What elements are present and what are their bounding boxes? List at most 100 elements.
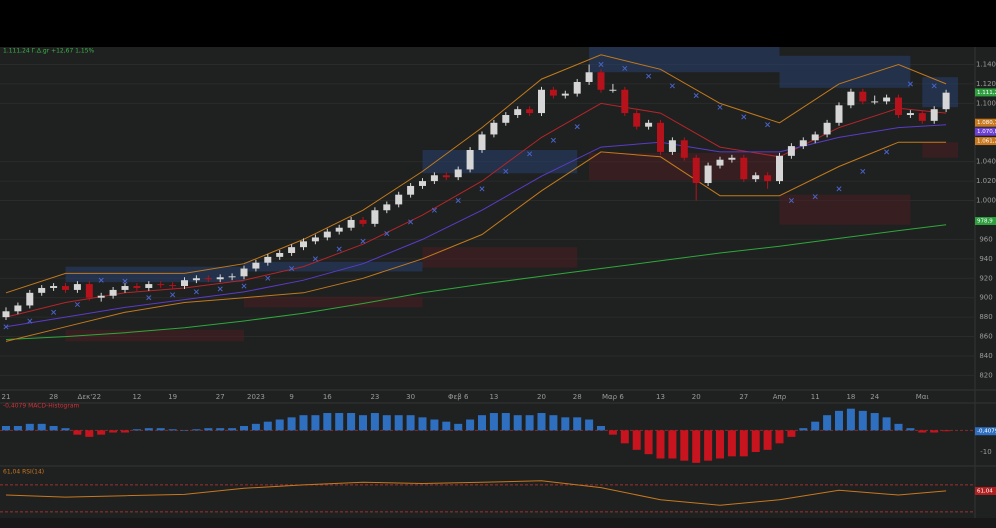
macd-bar: [930, 430, 939, 433]
macd-bar: [311, 415, 320, 431]
candle-body: [645, 122, 653, 127]
rsi-tag-label: 61,04: [977, 488, 993, 494]
macd-bar: [692, 430, 701, 463]
sar-point: [907, 81, 913, 87]
candle-body: [883, 97, 891, 102]
macd-bar: [299, 415, 308, 431]
macd-bar: [25, 423, 34, 431]
candle-body: [252, 262, 260, 269]
macd-bar: [811, 421, 820, 431]
sar-point: [503, 168, 509, 174]
zone: [922, 142, 958, 158]
candle-body: [704, 165, 712, 184]
macd-bar: [656, 430, 665, 459]
x-tick-label: Μαρ 6: [602, 393, 624, 401]
zone: [65, 266, 244, 283]
x-tick-label: 13: [656, 393, 665, 401]
macd-bar: [251, 423, 260, 431]
macd-bar: [287, 417, 296, 431]
candle-body: [657, 122, 664, 152]
sar-point: [598, 61, 604, 68]
candle-body: [383, 204, 391, 211]
x-tick-label: Μαι: [916, 393, 930, 401]
candle-body: [633, 113, 641, 127]
macd-bar: [644, 430, 653, 455]
candle-body: [728, 157, 736, 160]
price-tag-label: 1.070,86: [977, 129, 996, 135]
macd-bar: [620, 430, 629, 444]
x-tick-label: 13: [489, 393, 498, 401]
candle-body: [228, 276, 236, 278]
macd-bar: [585, 419, 594, 431]
sar-point: [27, 318, 33, 324]
candle-body: [823, 122, 831, 135]
candle-body: [169, 285, 177, 287]
candle-body: [466, 149, 474, 170]
candle-body: [157, 284, 165, 286]
candle-body: [181, 280, 188, 287]
sar-point: [550, 137, 556, 143]
macd-bar: [216, 428, 225, 431]
price-tag-label: 1.111,24: [977, 90, 996, 96]
candle-body: [835, 105, 843, 123]
x-tick-label: 16: [323, 393, 332, 401]
candle-body: [871, 101, 879, 103]
candle-body: [323, 231, 331, 238]
macd-tag: [975, 427, 996, 436]
sar-point: [574, 124, 580, 130]
candle-body: [311, 237, 319, 242]
candle-body: [276, 252, 284, 257]
candle-body: [216, 277, 224, 280]
x-tick-label: 24: [870, 393, 879, 401]
sar-point: [741, 114, 747, 120]
macd-bar: [73, 430, 82, 435]
candle-body: [561, 93, 569, 96]
candle-body: [300, 241, 307, 248]
macd-bar: [763, 430, 772, 450]
macd-bar: [49, 426, 58, 431]
macd-bar: [85, 430, 94, 437]
candle-body: [240, 268, 248, 277]
macd-bar: [716, 430, 724, 459]
candle-body: [585, 72, 593, 82]
macd-bar: [240, 426, 248, 431]
sar-point: [812, 194, 818, 200]
macd-bar: [144, 428, 153, 431]
sar-point: [265, 275, 271, 281]
indicator-line: [5, 124, 947, 328]
sar-point: [693, 93, 699, 99]
y-tick-label: 1.020: [976, 177, 996, 185]
candle-body: [26, 292, 34, 306]
header: 1.111,24 Γ.Δ.gr +12,67 1,15%: [3, 48, 95, 55]
macd-bar: [335, 413, 344, 431]
macd-bar: [442, 421, 451, 431]
macd-bar: [513, 415, 522, 431]
candle-body: [442, 175, 450, 178]
y-tick-label: 1.000: [976, 197, 996, 205]
sar-point: [3, 324, 9, 330]
macd-bar: [739, 430, 748, 457]
candle-body: [502, 115, 510, 123]
sar-point: [217, 286, 223, 292]
candle-body: [549, 89, 557, 96]
macd-bar: [489, 413, 498, 431]
x-tick-label: 23: [370, 393, 379, 401]
candle-body: [395, 194, 403, 205]
top-bar: [0, 0, 996, 47]
price-tag-label: 978,9: [977, 219, 993, 225]
indicator-line: [5, 54, 947, 294]
macd-tick-label: -10: [980, 448, 991, 456]
macd-bar: [359, 415, 367, 431]
candle-body: [430, 175, 438, 182]
price-tag: [975, 88, 996, 97]
zone: [65, 329, 244, 342]
sar-point: [431, 207, 437, 213]
macd-bar: [466, 419, 475, 431]
candle-body: [752, 175, 760, 180]
price-tag-label: 1.061,2: [977, 139, 996, 145]
sar-point: [646, 73, 652, 79]
x-tick-label: Φεβ 6: [448, 393, 469, 401]
macd-bar: [573, 417, 582, 431]
macd-bar: [775, 430, 784, 444]
zone: [422, 247, 578, 268]
